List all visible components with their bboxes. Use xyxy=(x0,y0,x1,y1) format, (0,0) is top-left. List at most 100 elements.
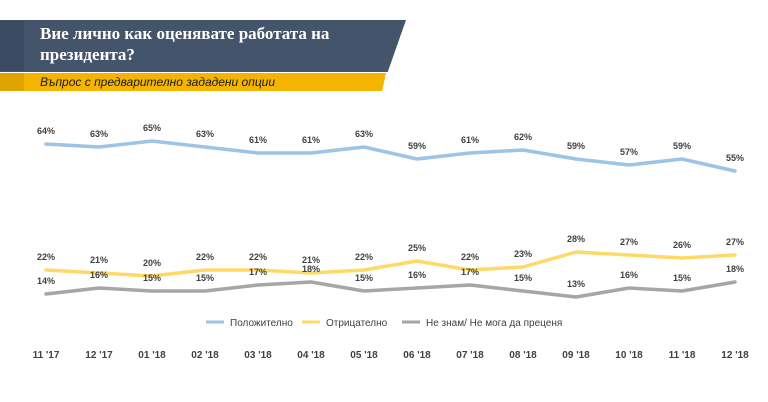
data-label-positive: 59% xyxy=(673,141,691,151)
data-label-positive: 55% xyxy=(726,153,744,163)
legend-label: Не знам/ Не мога да преценя xyxy=(426,318,562,329)
title-banner-accent xyxy=(0,21,24,71)
data-label-positive: 57% xyxy=(620,147,638,157)
data-point-unknown xyxy=(574,295,578,299)
data-point-unknown xyxy=(256,283,260,287)
data-label-unknown: 15% xyxy=(143,273,161,283)
data-label-negative: 22% xyxy=(249,252,267,262)
x-axis: 11 '17 12 '17 01 '18 02 '18 03 '18 04 '18 05 '… xyxy=(33,350,750,361)
data-label-positive: 63% xyxy=(196,129,214,139)
data-label-unknown: 15% xyxy=(196,273,214,283)
data-point-unknown xyxy=(203,289,207,293)
data-point-negative xyxy=(309,271,313,275)
data-point-negative xyxy=(521,265,525,269)
data-point-positive xyxy=(256,151,260,155)
data-label-unknown: 16% xyxy=(90,270,108,280)
data-point-positive xyxy=(309,151,313,155)
data-label-unknown: 18% xyxy=(302,264,320,274)
data-label-positive: 59% xyxy=(408,141,426,151)
data-point-positive xyxy=(468,151,472,155)
data-label-positive: 62% xyxy=(514,132,532,142)
data-label-positive: 64% xyxy=(37,126,55,136)
data-label-negative: 20% xyxy=(143,258,161,268)
data-point-positive xyxy=(680,157,684,161)
legend-marker xyxy=(409,320,413,324)
data-point-positive xyxy=(150,139,154,143)
data-point-unknown xyxy=(150,289,154,293)
data-label-unknown: 15% xyxy=(673,273,691,283)
data-label-positive: 59% xyxy=(567,141,585,151)
subtitle-banner-accent xyxy=(0,73,24,91)
data-point-unknown xyxy=(733,280,737,284)
data-point-negative xyxy=(362,268,366,272)
data-point-negative xyxy=(680,256,684,260)
legend-marker xyxy=(309,320,313,324)
data-label-negative: 22% xyxy=(196,252,214,262)
x-tick-label: 02 '18 xyxy=(191,350,219,361)
data-label-unknown: 13% xyxy=(567,279,585,289)
title-banner xyxy=(0,20,406,72)
data-label-negative: 27% xyxy=(620,237,638,247)
data-point-unknown xyxy=(680,289,684,293)
data-label-negative: 21% xyxy=(90,255,108,265)
data-point-unknown xyxy=(309,280,313,284)
data-point-unknown xyxy=(468,283,472,287)
data-label-negative: 28% xyxy=(567,234,585,244)
x-tick-label: 01 '18 xyxy=(138,350,166,361)
data-label-positive: 65% xyxy=(143,123,161,133)
page-title: Вие лично как оценявате работата на през… xyxy=(40,24,330,64)
data-point-negative xyxy=(574,250,578,254)
data-label-negative: 26% xyxy=(673,240,691,250)
data-point-positive xyxy=(733,169,737,173)
series-unknown: 14% 16% 15% 15% 17% 18% 15% 16% 17% 15% 13% 16% 15% 1… xyxy=(37,264,744,299)
data-label-unknown: 16% xyxy=(620,270,638,280)
data-point-unknown xyxy=(97,286,101,290)
data-label-unknown: 15% xyxy=(355,273,373,283)
series-positive: 64% 63% 65% 63% 61% 61% 63% 59% 61% 62% 59% 57% 59% 5… xyxy=(37,123,744,173)
data-point-negative xyxy=(733,253,737,257)
series-line-unknown xyxy=(44,280,737,299)
data-label-positive: 63% xyxy=(355,129,373,139)
legend-marker xyxy=(213,320,217,324)
header-block: Вие лично как оценявате работата на през… xyxy=(0,0,410,92)
data-label-positive: 63% xyxy=(90,129,108,139)
data-label-negative: 22% xyxy=(461,252,479,262)
data-label-unknown: 15% xyxy=(514,273,532,283)
x-tick-label: 07 '18 xyxy=(456,350,484,361)
x-tick-label: 12 '18 xyxy=(721,350,749,361)
data-label-unknown: 16% xyxy=(408,270,426,280)
data-point-positive xyxy=(521,148,525,152)
data-label-unknown: 14% xyxy=(37,276,55,286)
x-tick-label: 11 '18 xyxy=(669,350,696,361)
x-tick-label: 04 '18 xyxy=(297,350,325,361)
data-point-negative xyxy=(256,268,260,272)
x-tick-label: 06 '18 xyxy=(403,350,431,361)
data-point-positive xyxy=(97,145,101,149)
data-point-positive xyxy=(415,157,419,161)
data-point-positive xyxy=(203,145,207,149)
data-point-negative xyxy=(44,268,48,272)
data-label-negative: 21% xyxy=(302,255,320,265)
series-line-positive xyxy=(44,139,737,173)
x-tick-label: 11 '17 xyxy=(33,350,60,361)
data-point-unknown xyxy=(521,289,525,293)
x-tick-label: 08 '18 xyxy=(509,350,537,361)
data-point-negative xyxy=(468,268,472,272)
data-point-negative xyxy=(97,271,101,275)
data-point-unknown xyxy=(44,292,48,296)
data-point-positive xyxy=(627,163,631,167)
series-negative: 22% 21% 20% 22% 22% 21% 22% 25% 22% 23% 28% 27% 26% 2… xyxy=(37,234,744,278)
data-point-negative xyxy=(203,268,207,272)
data-label-negative: 22% xyxy=(37,252,55,262)
x-tick-label: 10 '18 xyxy=(615,350,643,361)
data-label-unknown: 17% xyxy=(461,267,479,277)
data-label-positive: 61% xyxy=(249,135,267,145)
data-point-negative xyxy=(627,253,631,257)
data-point-positive xyxy=(574,157,578,161)
legend: Положително Отрицателно Не знам/ Не мога д… xyxy=(206,318,562,329)
page-subtitle: Въпрос с предварително зададени опции xyxy=(40,75,276,89)
data-label-negative: 25% xyxy=(408,243,426,253)
data-label-positive: 61% xyxy=(461,135,479,145)
data-point-positive xyxy=(362,145,366,149)
